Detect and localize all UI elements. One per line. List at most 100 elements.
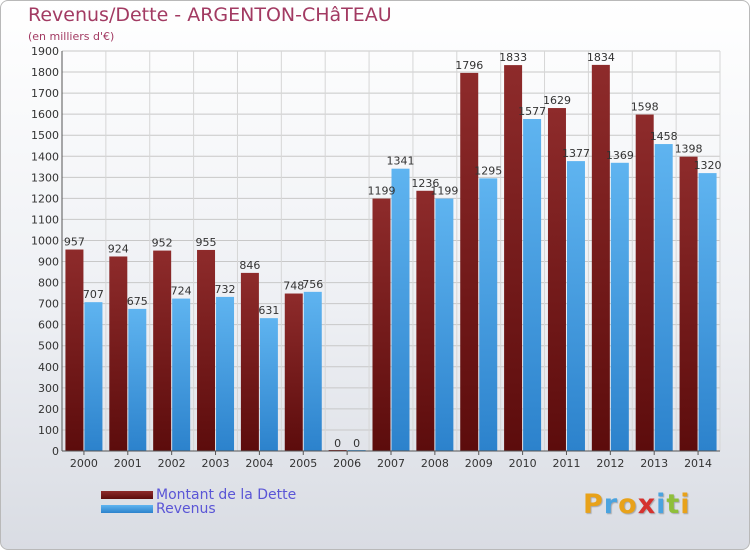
x-tick-label: 2012 — [596, 457, 624, 470]
legend-label-debt: Montant de la Dette — [156, 487, 297, 503]
x-tick-label: 2009 — [465, 457, 493, 470]
legend-label-revenue: Revenus — [156, 501, 216, 517]
x-tick-label: 2002 — [158, 457, 186, 470]
legend-swatch-debt — [101, 491, 153, 499]
data-label-debt: 1629 — [543, 94, 571, 107]
bar-revenue — [435, 198, 454, 451]
x-tick-label: 2008 — [421, 457, 449, 470]
x-tick-label: 2004 — [245, 457, 273, 470]
bar-debt — [547, 108, 566, 451]
bar-revenue — [654, 144, 673, 452]
data-label-revenue: 1377 — [562, 147, 590, 160]
y-tick-label: 0 — [52, 445, 59, 458]
data-label-debt: 924 — [108, 242, 129, 255]
data-label-revenue: 724 — [171, 285, 192, 298]
data-label-revenue: 0 — [353, 437, 360, 450]
data-label-debt: 846 — [239, 259, 260, 272]
data-label-revenue: 631 — [258, 304, 279, 317]
y-tick-label: 1600 — [31, 108, 59, 121]
y-tick-label: 600 — [38, 319, 59, 332]
data-label-revenue: 1295 — [474, 164, 502, 177]
bar-debt — [460, 72, 479, 451]
bar-debt — [679, 156, 698, 451]
x-tick-label: 2007 — [377, 457, 405, 470]
bar-debt — [635, 114, 654, 451]
x-tick-label: 2001 — [114, 457, 142, 470]
bar-revenue — [303, 291, 322, 451]
axis-layer: 0 100 200 300 400 500 600 700 800 900 1000 1100 1200… — [31, 45, 720, 470]
data-label-debt: 1598 — [631, 101, 659, 114]
data-label-debt: 952 — [152, 237, 173, 250]
data-label-revenue: 675 — [127, 295, 148, 308]
data-label-debt: 748 — [283, 280, 304, 293]
data-label-debt: 955 — [196, 236, 217, 249]
logo-letter: i — [680, 489, 691, 520]
bar-debt — [65, 249, 84, 451]
logo-letter: t — [666, 489, 681, 520]
data-label-revenue: 756 — [302, 278, 323, 291]
data-label-debt: 1796 — [455, 59, 483, 72]
bar-revenue — [391, 168, 410, 451]
legend-swatch-revenue — [101, 505, 153, 513]
bar-revenue — [523, 119, 542, 451]
bar-revenue — [128, 308, 147, 451]
logo-letter: i — [656, 489, 667, 520]
bars-layer — [65, 64, 717, 452]
data-label-debt: 1834 — [587, 51, 615, 64]
y-tick-label: 1500 — [31, 129, 59, 142]
data-label-revenue: 1458 — [650, 130, 678, 143]
data-label-debt: 1199 — [368, 185, 396, 198]
x-tick-label: 2003 — [202, 457, 230, 470]
data-label-debt: 1236 — [411, 177, 439, 190]
x-tick-label: 2000 — [70, 457, 98, 470]
y-tick-label: 1200 — [31, 192, 59, 205]
y-tick-label: 900 — [38, 256, 59, 269]
bar-revenue — [216, 296, 235, 451]
chart-title: Revenus/Dette - ARGENTON-CHâTEAU — [28, 4, 392, 26]
bar-revenue — [698, 173, 717, 451]
y-tick-label: 300 — [38, 382, 59, 395]
y-tick-label: 1900 — [31, 45, 59, 58]
logo-letter: r — [603, 489, 619, 520]
data-label-revenue: 1341 — [387, 155, 415, 168]
y-tick-label: 200 — [38, 403, 59, 416]
bar-debt — [504, 65, 523, 452]
x-tick-label: 2010 — [509, 457, 537, 470]
data-label-revenue: 732 — [215, 283, 236, 296]
data-label-revenue: 707 — [83, 288, 104, 301]
bar-debt — [197, 249, 216, 451]
bar-debt — [153, 250, 172, 451]
x-tick-label: 2013 — [640, 457, 668, 470]
y-tick-label: 1700 — [31, 87, 59, 100]
x-tick-label: 2006 — [333, 457, 361, 470]
proxiti-logo: Proxiti — [583, 489, 691, 520]
logo-letter: P — [583, 489, 604, 520]
data-label-revenue: 1320 — [694, 159, 722, 172]
data-label-revenue: 1369 — [606, 149, 634, 162]
bar-revenue — [172, 298, 191, 451]
y-tick-label: 100 — [38, 424, 59, 437]
y-tick-label: 1400 — [31, 150, 59, 163]
y-tick-label: 400 — [38, 361, 59, 374]
y-tick-label: 1800 — [31, 66, 59, 79]
bar-debt — [284, 293, 303, 451]
y-tick-label: 1100 — [31, 213, 59, 226]
bar-revenue — [479, 178, 498, 452]
bar-debt — [109, 256, 128, 451]
y-tick-label: 800 — [38, 277, 59, 290]
y-tick-label: 1000 — [31, 234, 59, 247]
logo-letter: x — [637, 489, 657, 520]
bar-debt — [591, 64, 610, 451]
y-tick-label: 500 — [38, 340, 59, 353]
bar-debt — [240, 272, 259, 451]
grid-layer — [61, 50, 721, 452]
logo-letter: o — [618, 489, 638, 520]
y-tick-label: 700 — [38, 298, 59, 311]
data-label-revenue: 1199 — [430, 185, 458, 198]
y-tick-label: 1300 — [31, 171, 59, 184]
chart-subtitle: (en milliers d'€) — [28, 30, 115, 43]
bar-revenue — [84, 302, 103, 451]
